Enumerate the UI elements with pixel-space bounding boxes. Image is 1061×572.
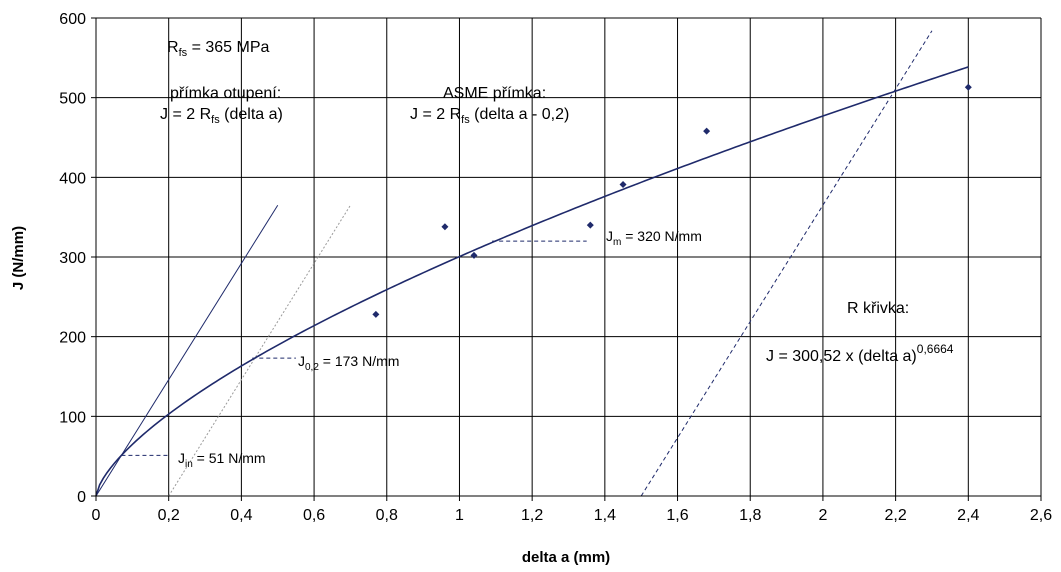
x-tick-label: 2 [818,507,827,524]
asme-line [640,30,933,497]
axes [91,17,1042,501]
data-point [964,83,972,91]
x-tick-label: 0,6 [303,507,325,524]
x-tick-label: 0,8 [376,507,398,524]
asme-line-title: ASME přímka: [443,85,546,102]
r-curve-title: R křivka: [847,300,909,317]
fit-curve-group [95,66,969,497]
jm-label: Jm = 320 N/mm [606,228,702,248]
blunting-line [95,204,279,497]
x-axis-title: delta a (mm) [522,549,610,566]
j02-label: J0,2 = 173 N/mm [298,353,399,373]
data-point [441,223,449,231]
x-tick-label: 2,6 [1030,507,1052,524]
x-tick-label: 0,2 [158,507,180,524]
r-curve-formula: J = 300,52 x (delta a)0,6664 [766,342,954,365]
x-tick-label: 1,4 [594,507,616,524]
jin-label: Jin = 51 N/mm [178,450,266,470]
data-point [703,127,711,135]
construction-lines [95,30,933,497]
x-tick-label: 0 [92,507,101,524]
y-tick-label: 400 [59,170,86,187]
data-point [619,181,627,189]
x-tick-label: 1 [455,507,464,524]
x-tick-label: 2,2 [884,507,906,524]
y-axis-title: J (N/mm) [10,226,27,290]
y-tick-label: 300 [59,250,86,267]
x-tick-label: 1,8 [739,507,761,524]
blunting-line-title: přímka otupení: [170,85,281,102]
y-tick-label: 500 [59,91,86,108]
data-point [586,221,594,229]
x-tick-labels: 0 0,2 0,4 0,6 0,8 1 1,2 1,4 1,6 1,8 2 2,2 2,4 2,6 [92,507,1053,524]
grid [96,17,1042,496]
x-tick-label: 2,4 [957,507,979,524]
y-tick-label: 0 [77,489,86,506]
fit-curve [95,66,969,497]
x-tick-label: 1,6 [666,507,688,524]
asme-line-formula: J = 2 Rfs (delta a - 0,2) [410,106,569,126]
blunting-line-formula: J = 2 Rfs (delta a) [160,106,283,126]
y-tick-labels: 0 100 200 300 400 500 600 [59,11,86,506]
offset-line [168,204,351,497]
rfs-annotation: Rfs = 365 MPa [167,39,270,59]
x-tick-label: 0,4 [230,507,252,524]
y-tick-label: 100 [59,409,86,426]
y-tick-label: 200 [59,330,86,347]
y-tick-label: 600 [59,11,86,28]
x-tick-label: 1,2 [521,507,543,524]
data-points [372,83,972,318]
marker-lines [121,240,587,456]
data-point [372,310,380,318]
data-point [470,251,478,259]
